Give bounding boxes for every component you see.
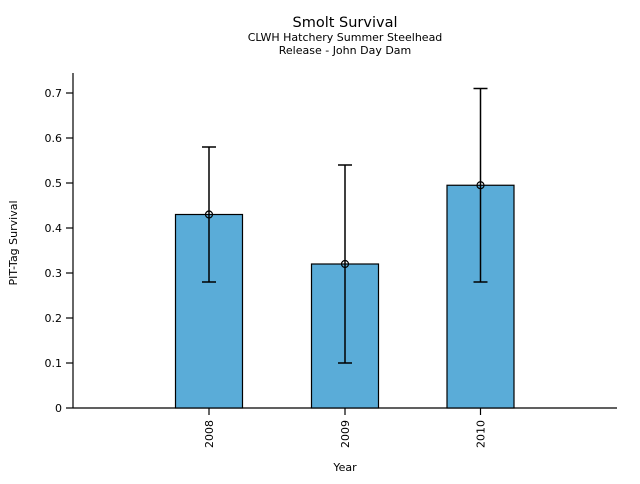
x-axis-ticks: 2008 2009 2010 [203, 408, 488, 448]
y-tick-label: 0.3 [45, 267, 63, 280]
chart-title: Smolt Survival [293, 15, 398, 31]
y-tick-label: 0.6 [45, 132, 63, 145]
y-axis-label: PIT-Tag Survival [7, 200, 20, 285]
y-tick-label: 0.7 [45, 87, 63, 100]
y-tick-label: 0 [55, 402, 62, 415]
y-tick-label: 0.5 [45, 177, 63, 190]
data-point-marker-icon [476, 181, 485, 190]
y-tick-label: 0.1 [45, 357, 63, 370]
x-tick-label: 2008 [203, 420, 216, 448]
chart-subtitle-line1: CLWH Hatchery Summer Steelhead [248, 31, 443, 44]
y-axis-ticks: 0 0.1 0.2 0.3 0.4 0.5 0.6 0.7 [45, 87, 73, 415]
y-tick-label: 0.2 [45, 312, 63, 325]
y-tick-label: 0.4 [45, 222, 63, 235]
x-tick-label: 2009 [339, 420, 352, 448]
chart-subtitle-line2: Release - John Day Dam [279, 44, 412, 57]
data-point-marker-icon [204, 210, 214, 219]
error-bars-group [202, 87, 488, 364]
x-axis-label: Year [332, 461, 357, 474]
x-tick-label: 2010 [475, 420, 488, 448]
data-point-marker-icon [340, 259, 350, 269]
